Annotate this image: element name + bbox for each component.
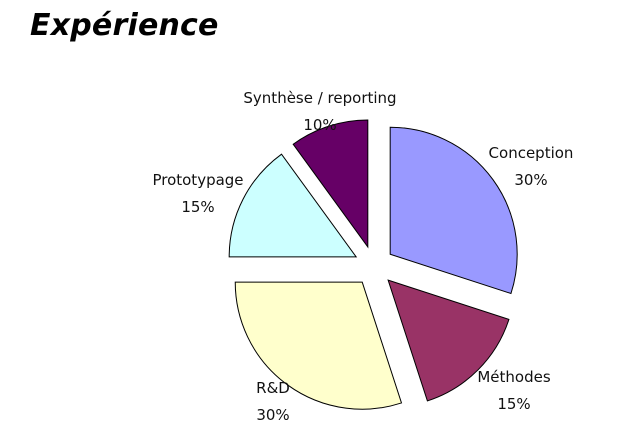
slice-value-prototypage: 15%: [181, 198, 214, 216]
slice-label-prototypage: Prototypage: [152, 171, 243, 189]
slice-value-methodes: 15%: [497, 395, 530, 413]
slice-label-synthese-reporting: Synthèse / reporting: [243, 89, 396, 107]
slice-value-synthese-reporting: 10%: [303, 116, 336, 134]
pie-slice-conception: [389, 126, 518, 295]
pie-slice-synthese-reporting: [292, 119, 369, 249]
slice-value-r-d: 30%: [256, 406, 289, 424]
slice-label-r-d: R&D: [256, 379, 290, 397]
pie-slice-r-d: [234, 281, 403, 410]
chart-title: Expérience: [30, 8, 219, 43]
slice-label-conception: Conception: [489, 144, 574, 162]
pie-slice-methodes: [387, 279, 510, 402]
slice-value-conception: 30%: [514, 171, 547, 189]
pie-slice-prototypage: [228, 153, 358, 258]
slice-label-methodes: Méthodes: [477, 368, 550, 386]
